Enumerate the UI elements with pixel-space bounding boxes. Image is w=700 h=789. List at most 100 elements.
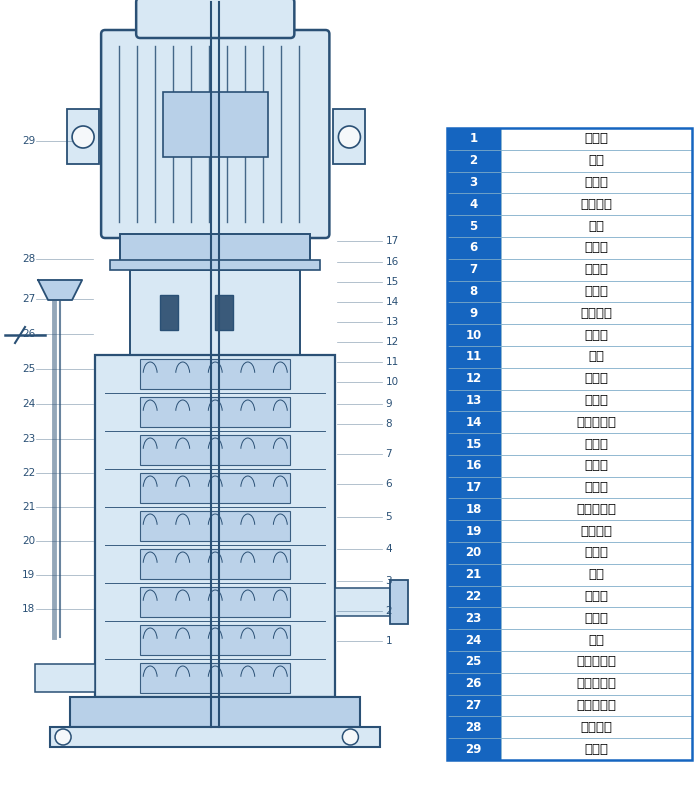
Text: 1: 1 [386, 636, 392, 646]
Bar [500, 346, 692, 368]
Text: 卡环套: 卡环套 [584, 590, 608, 603]
Bar [447, 259, 500, 281]
Bar [447, 608, 500, 630]
Text: 灰水回水管: 灰水回水管 [576, 699, 616, 712]
Text: 28: 28 [466, 721, 482, 734]
Text: 3: 3 [470, 176, 477, 189]
Circle shape [55, 729, 71, 745]
Bar [500, 128, 692, 150]
Bar [447, 520, 500, 542]
Bar [500, 455, 692, 477]
Bar [447, 673, 500, 694]
Text: 18: 18 [22, 604, 35, 614]
Text: 水中轴承: 水中轴承 [580, 525, 612, 537]
Bar [447, 433, 500, 455]
Text: 26: 26 [466, 677, 482, 690]
Bar [50, 727, 380, 747]
Text: 导叶管: 导叶管 [584, 611, 608, 625]
Bar [140, 587, 290, 617]
Text: 2: 2 [386, 606, 392, 616]
Text: 17: 17 [386, 236, 399, 246]
Text: 29: 29 [466, 742, 482, 756]
Text: 15: 15 [466, 437, 482, 451]
Bar [447, 477, 500, 499]
Bar [500, 193, 692, 215]
Text: 25: 25 [466, 656, 482, 668]
Text: 挡水套: 挡水套 [584, 372, 608, 385]
Text: 连接器: 连接器 [584, 481, 608, 494]
FancyBboxPatch shape [136, 0, 294, 38]
Bar [447, 630, 500, 651]
Bar [447, 542, 500, 564]
Bar [500, 259, 692, 281]
Circle shape [72, 126, 94, 148]
Bar [500, 433, 692, 455]
Bar [447, 694, 500, 716]
Bar [500, 739, 692, 760]
Text: 2: 2 [470, 154, 477, 167]
Text: 7: 7 [386, 449, 392, 459]
Text: 13: 13 [466, 394, 482, 407]
Text: 叶轮挡套: 叶轮挡套 [580, 198, 612, 211]
Bar [447, 585, 500, 608]
Bar [447, 499, 500, 520]
Bar [500, 542, 692, 564]
Bar [140, 511, 290, 541]
Bar [140, 663, 290, 693]
Text: 29: 29 [22, 136, 35, 146]
Bar [447, 368, 500, 390]
Text: 6: 6 [470, 241, 478, 254]
Bar [500, 477, 692, 499]
Bar [447, 128, 692, 760]
Text: 推力球轴承: 推力球轴承 [576, 416, 616, 428]
Text: 13: 13 [386, 317, 399, 327]
Text: 18: 18 [466, 503, 482, 516]
Bar [447, 150, 500, 171]
Text: 20: 20 [466, 547, 482, 559]
Bar [500, 608, 692, 630]
Text: 叶轮: 叶轮 [588, 219, 604, 233]
Text: 轴套: 轴套 [588, 350, 604, 363]
Text: 11: 11 [466, 350, 482, 363]
Bar [500, 171, 692, 193]
Bar [500, 215, 692, 237]
Bar [140, 359, 290, 389]
Bar [500, 651, 692, 673]
Bar [447, 193, 500, 215]
Text: 9: 9 [386, 399, 392, 409]
Text: 28: 28 [22, 254, 35, 264]
Text: 24: 24 [22, 399, 35, 409]
Bar [447, 324, 500, 346]
Bar [67, 109, 99, 164]
Bar [447, 346, 500, 368]
Text: 卡环: 卡环 [588, 568, 604, 581]
Text: 出水段: 出水段 [584, 285, 608, 298]
Text: 14: 14 [386, 297, 399, 307]
Text: 12: 12 [386, 337, 399, 347]
Text: 7: 7 [470, 264, 477, 276]
Text: 平衡鼓: 平衡鼓 [584, 241, 608, 254]
Bar [35, 664, 95, 692]
Bar [500, 564, 692, 585]
Text: 4: 4 [386, 544, 392, 554]
Text: 电动机: 电动机 [584, 742, 608, 756]
Circle shape [342, 729, 358, 745]
Bar [95, 355, 335, 697]
Bar [500, 499, 692, 520]
Bar [140, 473, 290, 503]
Text: 连接架: 连接架 [584, 459, 608, 473]
Text: 25: 25 [22, 364, 35, 374]
Text: 密封环: 密封环 [584, 176, 608, 189]
Bar [333, 109, 365, 164]
Bar [500, 237, 692, 259]
Text: 19: 19 [22, 570, 35, 580]
Text: 出水段导叶: 出水段导叶 [576, 677, 616, 690]
Text: 10: 10 [386, 377, 398, 387]
Text: 水中轴承套: 水中轴承套 [576, 503, 616, 516]
Text: 4: 4 [470, 198, 478, 211]
Text: 导叶: 导叶 [588, 634, 604, 647]
Bar [447, 739, 500, 760]
Text: 14: 14 [466, 416, 482, 428]
Bar [500, 324, 692, 346]
Bar [447, 302, 500, 324]
